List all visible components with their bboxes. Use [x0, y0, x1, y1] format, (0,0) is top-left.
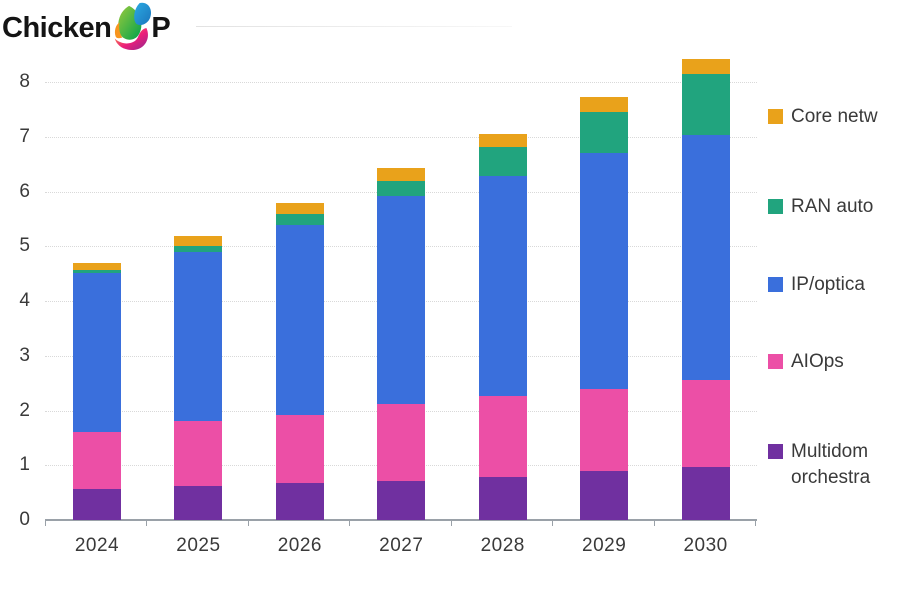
- bar-segment-multidom-orchestra-2027: [377, 480, 426, 520]
- x-axis-label-2026: 2026: [277, 535, 322, 556]
- y-axis-tick-label: 6: [19, 180, 30, 202]
- brand-text-right: P: [151, 11, 171, 44]
- y-axis-tick-label: 2: [19, 399, 30, 421]
- legend-label-line: orchestra: [791, 467, 871, 488]
- brand-logo: Chicken P: [2, 2, 171, 52]
- legend-item-multidom-orchestra: Multidom orchestra: [768, 439, 870, 491]
- legend-swatch-ran-auto: [768, 199, 783, 214]
- y-axis-tick-label: 1: [19, 454, 30, 476]
- bar-segment-multidom-orchestra-2028: [478, 476, 527, 520]
- y-axis-tick-label: 8: [19, 71, 30, 92]
- x-axis-label-2029: 2029: [582, 535, 627, 556]
- bar-segment-aiops-2029: [580, 388, 629, 471]
- y-axis-tick-label: 3: [19, 344, 30, 366]
- x-axis-tick: [247, 521, 249, 526]
- bar-segment-ip-optica-2026: [275, 224, 324, 415]
- bar-segment-ran-auto-2027: [377, 180, 426, 197]
- bar-segment-ip-optica-2030: [681, 135, 730, 380]
- bar-segment-ip-optica-2027: [377, 196, 426, 404]
- brand-icon: [115, 2, 152, 51]
- bar-segment-ip-optica-2025: [174, 251, 223, 422]
- y-axis-tick-label: 7: [19, 125, 30, 147]
- bar-segment-core-netw-2026: [275, 202, 324, 214]
- x-axis-tick: [552, 521, 554, 526]
- bar-segment-core-netw-2030: [681, 59, 730, 75]
- x-axis-label-2028: 2028: [480, 535, 525, 556]
- gridline-8: [45, 82, 757, 83]
- x-axis-label-2027: 2027: [379, 535, 424, 556]
- y-axis-tick-label: 0: [19, 509, 30, 530]
- bar-segment-multidom-orchestra-2029: [580, 470, 629, 520]
- legend-label-line: Core netw: [791, 106, 878, 127]
- bar-segment-core-netw-2024: [73, 263, 121, 270]
- legend-swatch-multidom-orchestra: [768, 444, 783, 459]
- x-axis-tick: [349, 521, 351, 526]
- bar-segment-ip-optica-2024: [73, 273, 121, 432]
- legend-label-ran-auto: RAN auto: [791, 194, 873, 220]
- bar-segment-aiops-2030: [681, 379, 730, 467]
- legend-label-line: AIOps: [791, 351, 844, 372]
- x-axis-line: [45, 519, 757, 521]
- bar-segment-multidom-orchestra-2024: [73, 488, 121, 520]
- bar-segment-ran-auto-2028: [478, 147, 527, 177]
- bar-segment-ran-auto-2029: [580, 112, 629, 154]
- legend-item-ran-auto: RAN auto: [768, 194, 873, 220]
- bar-segment-aiops-2025: [174, 421, 223, 487]
- legend-label-ip-optica: IP/optica: [791, 272, 865, 298]
- x-axis-tick: [146, 521, 148, 526]
- y-axis-tick-label: 5: [19, 235, 30, 257]
- bar-segment-multidom-orchestra-2025: [174, 486, 223, 520]
- legend-swatch-core-netw: [768, 109, 783, 124]
- bar-segment-ran-auto-2030: [681, 74, 730, 136]
- x-axis-tick: [653, 521, 655, 526]
- bar-segment-ip-optica-2028: [478, 176, 527, 397]
- bar-segment-aiops-2026: [275, 414, 324, 484]
- legend-swatch-ip-optica: [768, 277, 783, 292]
- bar-segment-core-netw-2025: [174, 236, 223, 247]
- x-axis-tick: [755, 521, 756, 526]
- x-axis-tick: [45, 521, 46, 526]
- legend-label-multidom-orchestra: Multidom orchestra: [791, 439, 870, 491]
- bar-segment-ran-auto-2026: [275, 213, 324, 225]
- header-divider: [196, 26, 512, 27]
- x-axis-label-2030: 2030: [683, 535, 728, 556]
- legend-item-ip-optica: IP/optica: [768, 272, 865, 298]
- x-axis-label-2024: 2024: [74, 535, 120, 556]
- legend-label-line: IP/optica: [791, 274, 865, 295]
- brand-text-left: Chicken: [2, 11, 112, 44]
- x-axis-label-2025: 2025: [176, 535, 221, 556]
- legend-label-line: Multidom: [791, 441, 869, 462]
- legend-item-core-netw: Core netw: [768, 104, 878, 130]
- legend-label-aiops: AIOps: [791, 349, 844, 375]
- legend-swatch-aiops: [768, 354, 783, 369]
- legend-label-core-netw: Core netw: [791, 104, 878, 130]
- y-axis-tick-label: 4: [19, 290, 30, 311]
- legend-item-aiops: AIOps: [768, 349, 844, 375]
- x-axis-tick: [450, 521, 452, 526]
- gridline-7: [45, 136, 757, 138]
- bar-segment-aiops-2027: [377, 403, 426, 481]
- bar-segment-ran-auto-2024: [73, 269, 121, 274]
- bar-segment-ran-auto-2025: [174, 246, 223, 252]
- bar-segment-core-netw-2028: [478, 134, 527, 148]
- legend-label-line: RAN auto: [791, 196, 874, 217]
- bar-segment-ip-optica-2029: [580, 153, 629, 389]
- bar-segment-core-netw-2027: [377, 167, 426, 181]
- bar-segment-aiops-2024: [73, 431, 121, 489]
- bar-segment-multidom-orchestra-2030: [681, 466, 730, 520]
- bar-segment-multidom-orchestra-2026: [275, 483, 324, 520]
- bar-segment-core-netw-2029: [580, 96, 629, 113]
- bar-segment-aiops-2028: [478, 396, 527, 477]
